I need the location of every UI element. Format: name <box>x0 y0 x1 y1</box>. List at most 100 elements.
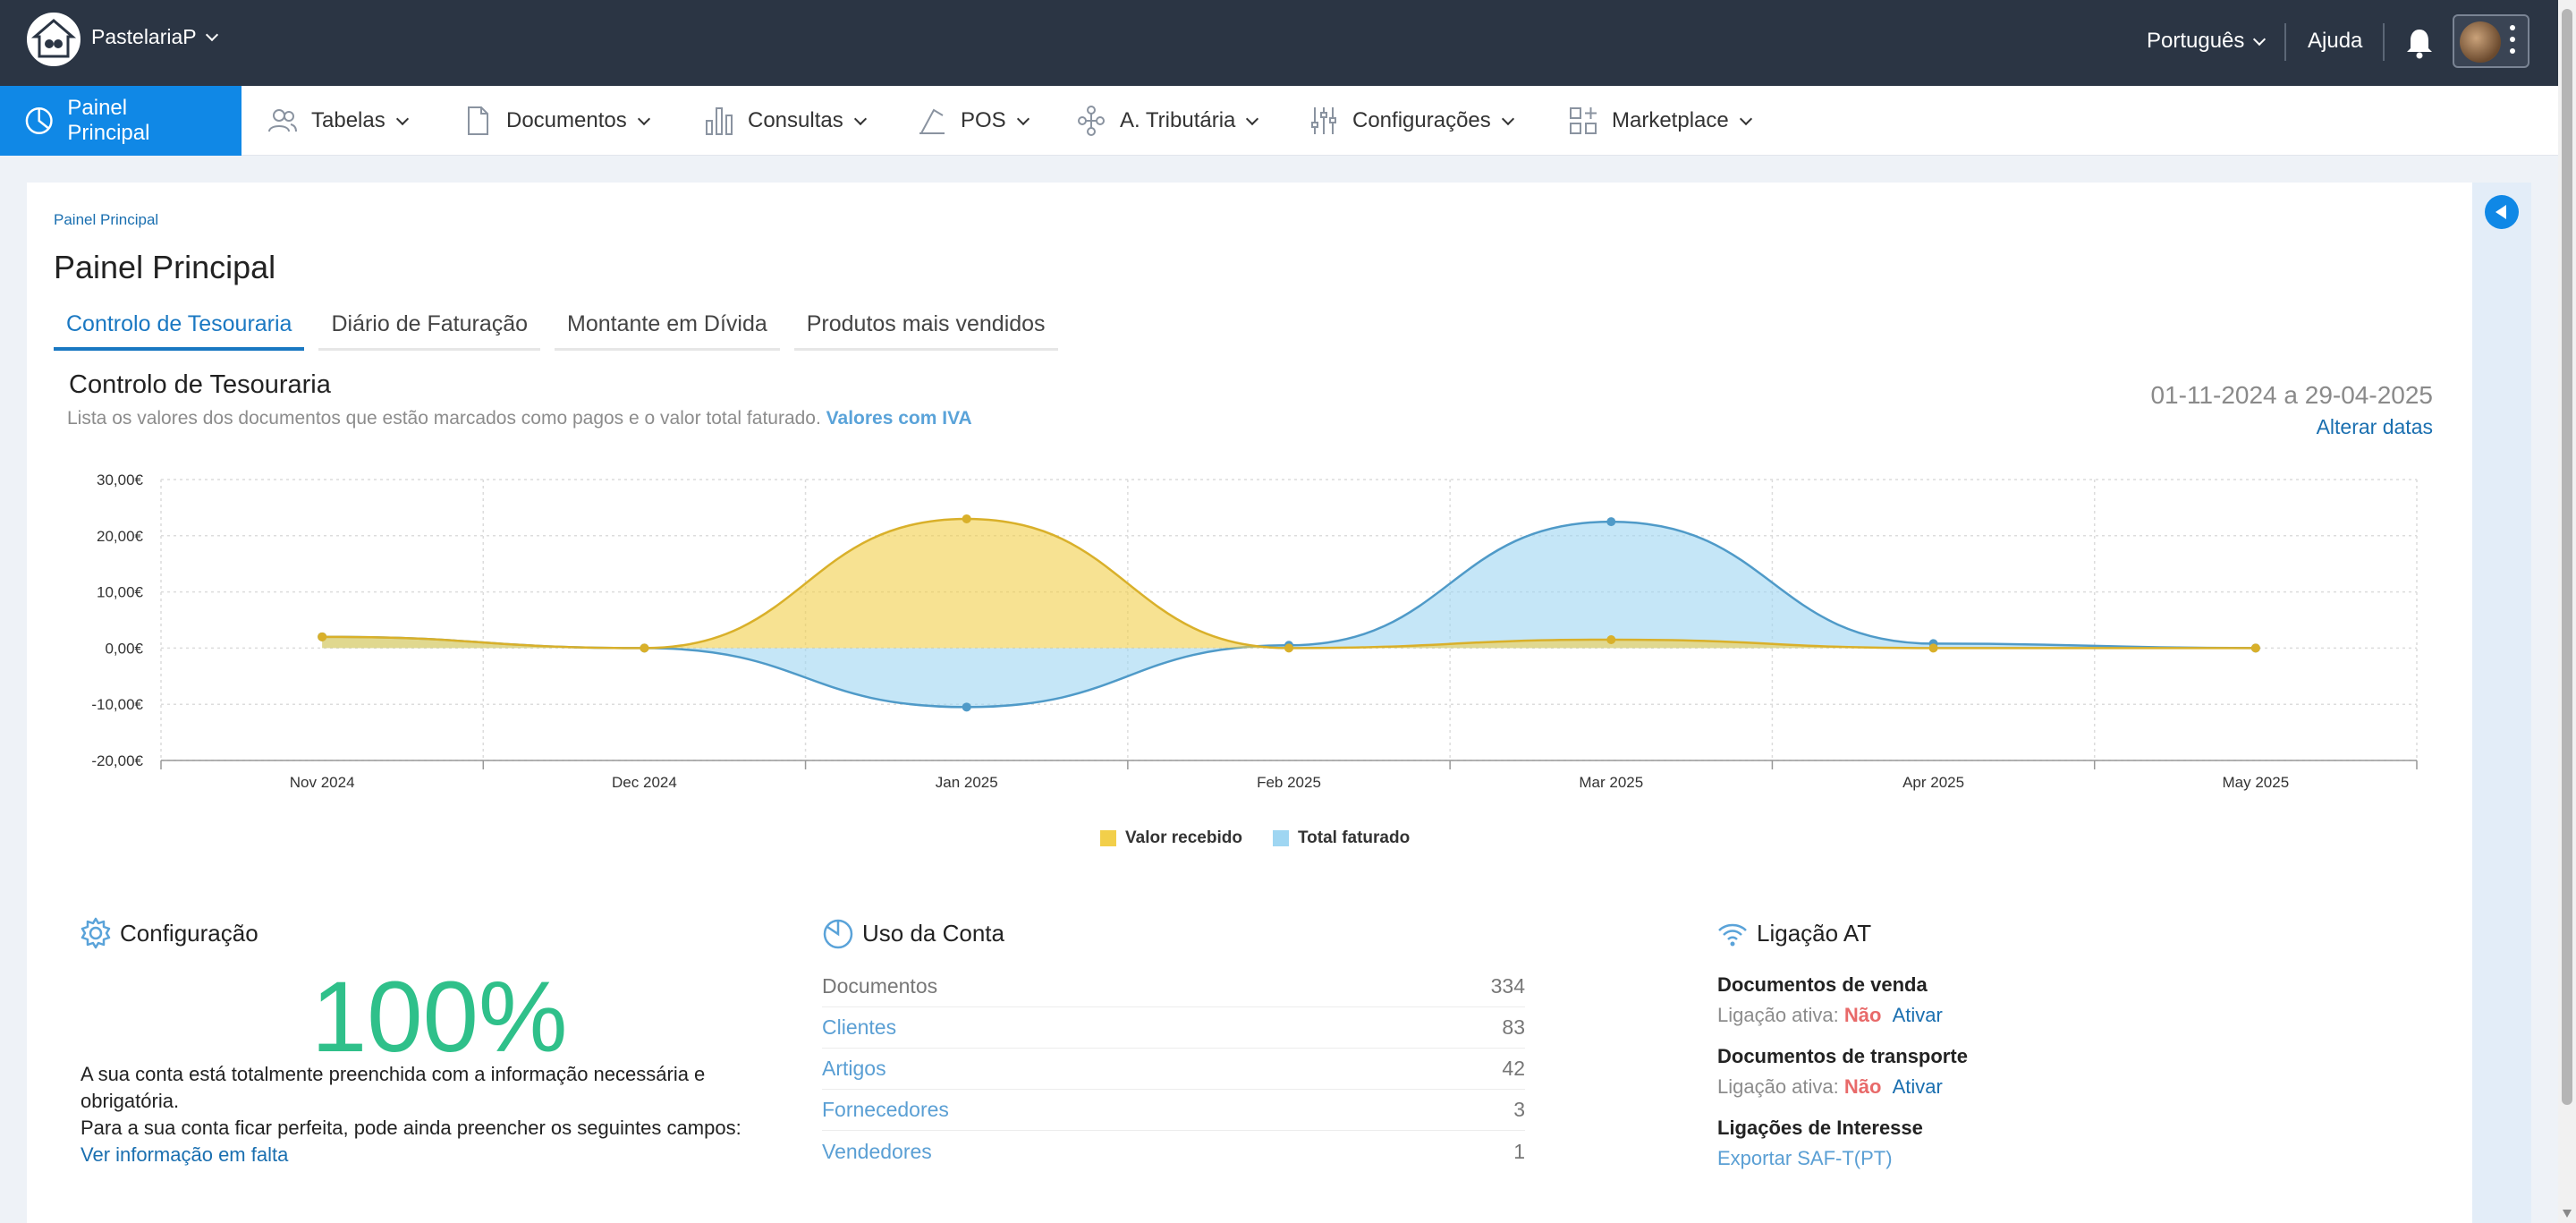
export-saft-link[interactable]: Exportar SAF-T(PT) <box>1717 1147 1893 1169</box>
data-point <box>2250 643 2260 653</box>
active-label: Ligação ativa: <box>1717 1075 1839 1098</box>
usage-link-artigos[interactable]: Artigos <box>822 1057 886 1080</box>
usage-link-clientes[interactable]: Clientes <box>822 1015 897 1039</box>
status-no: Não <box>1843 1004 1882 1026</box>
dashboard-icon <box>25 107 53 134</box>
activate-transport-link[interactable]: Ativar <box>1892 1075 1943 1098</box>
divider <box>2383 23 2385 61</box>
company-switcher[interactable]: PastelariaP <box>91 25 218 49</box>
nav-a-tributaria[interactable]: A. Tributária <box>1075 86 1259 156</box>
pos-icon <box>919 108 945 134</box>
config-improve-label: Para a sua conta ficar perfeita, pode ai… <box>80 1117 741 1139</box>
transport-docs-heading: Documentos de transporte <box>1717 1045 1968 1067</box>
vat-note: Valores com IVA <box>826 408 972 429</box>
nav-documentos[interactable]: Documentos <box>462 86 650 156</box>
nav-consultas[interactable]: Consultas <box>703 86 867 156</box>
data-point <box>1606 634 1616 644</box>
wifi-icon <box>1718 923 1747 947</box>
nav-tabelas[interactable]: Tabelas <box>267 86 409 156</box>
sales-docs-heading: Documentos de venda <box>1717 973 1928 996</box>
interest-links-heading: Ligações de Interesse <box>1717 1117 1923 1139</box>
company-logo[interactable] <box>27 13 80 66</box>
x-tick-label: Feb 2025 <box>1257 774 1321 791</box>
status-no: Não <box>1843 1075 1882 1098</box>
description-text: Lista os valores dos documentos que estã… <box>67 408 821 429</box>
divider <box>2284 23 2286 61</box>
usage-list: Documentos 334 Clientes 83 Artigos 42 Fo… <box>822 966 1525 1172</box>
gear-icon <box>80 917 111 949</box>
chevron-down-icon <box>1016 112 1030 125</box>
collapse-panel-button[interactable] <box>2485 195 2519 229</box>
legend-item-valor-recebido[interactable]: Valor recebido <box>1100 828 1242 848</box>
config-panel-title: Configuração <box>79 916 258 950</box>
legend-item-total-faturado[interactable]: Total faturado <box>1272 828 1411 848</box>
missing-info-link[interactable]: Ver informação em falta <box>80 1143 289 1166</box>
y-tick-label: 0,00€ <box>105 640 143 657</box>
chevron-down-icon <box>2253 32 2267 46</box>
usage-label: Documentos <box>822 974 938 998</box>
data-point <box>1606 517 1616 527</box>
legend-label: Total faturado <box>1297 828 1411 847</box>
x-tick-label: Dec 2024 <box>612 774 677 791</box>
activate-sales-link[interactable]: Ativar <box>1892 1004 1943 1026</box>
series-line-total-faturado <box>322 520 2256 709</box>
nav-label: A. Tributária <box>1120 108 1236 132</box>
page-scrollbar[interactable] <box>2558 0 2576 1223</box>
usage-value: 3 <box>1513 1098 1525 1121</box>
usage-row-vendedores: Vendedores 1 <box>822 1131 1525 1172</box>
side-panel <box>2472 183 2531 1223</box>
scrollbar-thumb[interactable] <box>2562 9 2572 1105</box>
language-selector[interactable]: Português <box>2147 29 2267 54</box>
chevron-down-icon <box>1501 112 1514 125</box>
users-icon <box>268 109 297 132</box>
usage-link-vendedores[interactable]: Vendedores <box>822 1139 932 1163</box>
nav-pos[interactable]: POS <box>916 86 1030 156</box>
at-panel-title: Ligação AT <box>1716 916 1871 950</box>
tab-produtos-vendidos[interactable]: Produtos mais vendidos <box>793 301 1058 351</box>
scroll-down-arrow-icon[interactable] <box>2563 1210 2572 1218</box>
usage-value: 1 <box>1513 1139 1525 1163</box>
chevron-down-icon <box>853 112 867 125</box>
data-point <box>962 514 971 523</box>
network-icon <box>1078 106 1105 136</box>
y-tick-label: 10,00€ <box>97 584 144 601</box>
tab-diario-faturacao[interactable]: Diário de Faturação <box>318 301 541 351</box>
tab-controlo-tesouraria[interactable]: Controlo de Tesouraria <box>54 301 305 351</box>
at-connection-panel: Documentos de venda Ligação ativa: Não A… <box>1717 973 2165 1170</box>
dashboard-tabs: Controlo de Tesouraria Diário de Faturaç… <box>54 301 1072 351</box>
x-tick-label: Mar 2025 <box>1579 774 1643 791</box>
y-tick-label: -10,00€ <box>91 696 143 713</box>
usage-row-clientes: Clientes 83 <box>822 1007 1525 1049</box>
x-tick-label: Jan 2025 <box>936 774 998 791</box>
nav-label: Configurações <box>1352 108 1491 132</box>
legend-swatch <box>1100 830 1116 846</box>
change-dates-link[interactable]: Alterar datas <box>2316 415 2433 438</box>
panel-title-text: Configuração <box>120 919 258 947</box>
nav-configuracoes[interactable]: Configurações <box>1308 86 1514 156</box>
tab-montante-divida[interactable]: Montante em Dívida <box>555 301 780 351</box>
user-menu[interactable] <box>2453 14 2529 68</box>
legend-swatch <box>1272 830 1289 846</box>
nav-painel-principal[interactable]: Painel Principal <box>0 86 242 156</box>
nav-marketplace[interactable]: Marketplace <box>1567 86 1752 156</box>
data-point <box>962 702 971 712</box>
bell-icon[interactable] <box>2404 27 2435 59</box>
active-label: Ligação ativa: <box>1717 1004 1839 1026</box>
main-nav: Painel Principal Tabelas Documentos Cons… <box>0 86 2576 156</box>
config-complete-text: A sua conta está totalmente preenchida c… <box>80 1063 706 1112</box>
chevron-down-icon <box>1246 112 1259 125</box>
company-name: PastelariaP <box>91 25 197 48</box>
config-improve-text: Para a sua conta ficar perfeita, pode ai… <box>80 1115 760 1168</box>
help-link[interactable]: Ajuda <box>2308 29 2363 53</box>
y-tick-label: -20,00€ <box>91 752 143 769</box>
usage-row-fornecedores: Fornecedores 3 <box>822 1090 1525 1131</box>
y-tick-label: 20,00€ <box>97 528 144 545</box>
usage-link-fornecedores[interactable]: Fornecedores <box>822 1098 949 1121</box>
breadcrumb[interactable]: Painel Principal <box>54 211 159 228</box>
panel-title-text: Uso da Conta <box>862 919 1004 947</box>
nav-label: POS <box>961 108 1006 132</box>
main-card <box>27 183 2472 1223</box>
kebab-menu-icon <box>2510 25 2515 60</box>
sales-docs-status: Ligação ativa: Não Ativar <box>1717 1004 2165 1027</box>
config-text: A sua conta está totalmente preenchida c… <box>80 1061 760 1168</box>
